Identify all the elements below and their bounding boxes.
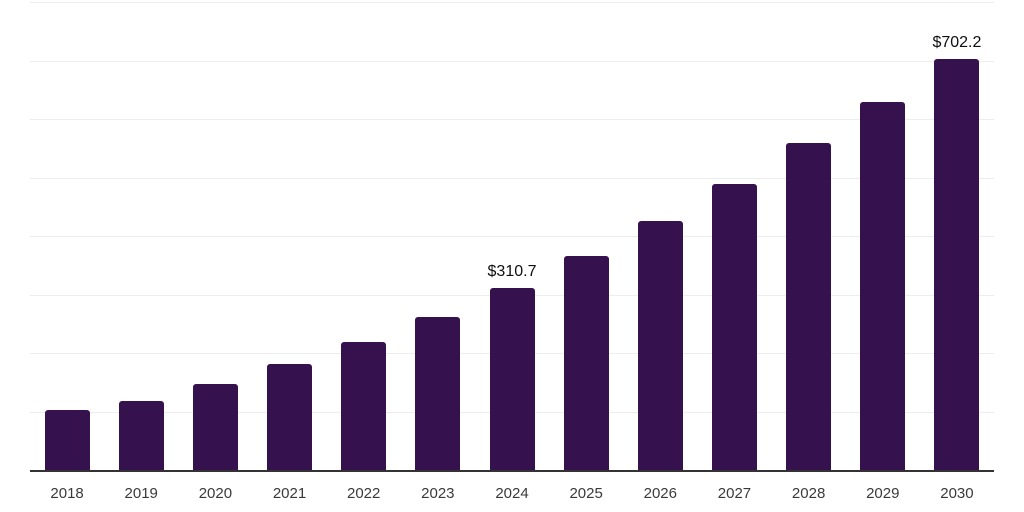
bar-2027: [711, 183, 757, 470]
bar-2030: [934, 59, 980, 470]
gridline-600: [30, 119, 994, 120]
bar-2020: [192, 384, 238, 470]
bar-2022: [341, 341, 387, 470]
plot-area: $310.7 $702.2: [30, 2, 994, 472]
x-tick-label-2026: 2026: [643, 485, 677, 502]
x-tick-label-2018: 2018: [50, 485, 84, 502]
bar-2021: [267, 363, 313, 470]
bar-2024: [489, 288, 535, 470]
bar-2026: [637, 220, 683, 470]
x-tick-label-2022: 2022: [347, 485, 381, 502]
bar-2029: [860, 102, 906, 470]
bar-2019: [118, 401, 164, 470]
bar-2018: [44, 410, 90, 470]
bar-2025: [563, 256, 609, 470]
x-tick-label-2029: 2029: [866, 485, 900, 502]
bar-2023: [415, 316, 461, 470]
bar-2028: [786, 143, 832, 470]
x-tick-label-2020: 2020: [198, 485, 233, 502]
bar-value-label-2024: $310.7: [487, 263, 537, 281]
x-tick-label-2019: 2019: [124, 485, 158, 502]
x-tick-label-2027: 2027: [717, 485, 752, 502]
x-tick-label-2023: 2023: [421, 485, 455, 502]
gridline-700: [30, 60, 994, 62]
x-tick-label-2030: 2030: [940, 485, 974, 502]
bar-value-label-2030: $702.2: [932, 34, 982, 52]
x-tick-label-2025: 2025: [569, 485, 603, 502]
gridline-500: [30, 177, 994, 179]
x-tick-label-2024: 2024: [495, 485, 529, 502]
x-tick-label-2028: 2028: [791, 485, 826, 502]
x-axis-labels: 2018 2019 2020 2021 2022 2023 2024 2025 2026 2027…: [30, 485, 994, 505]
x-tick-label-2021: 2021: [272, 485, 307, 502]
gridline-400: [30, 236, 994, 237]
gridline-800: [30, 2, 994, 3]
